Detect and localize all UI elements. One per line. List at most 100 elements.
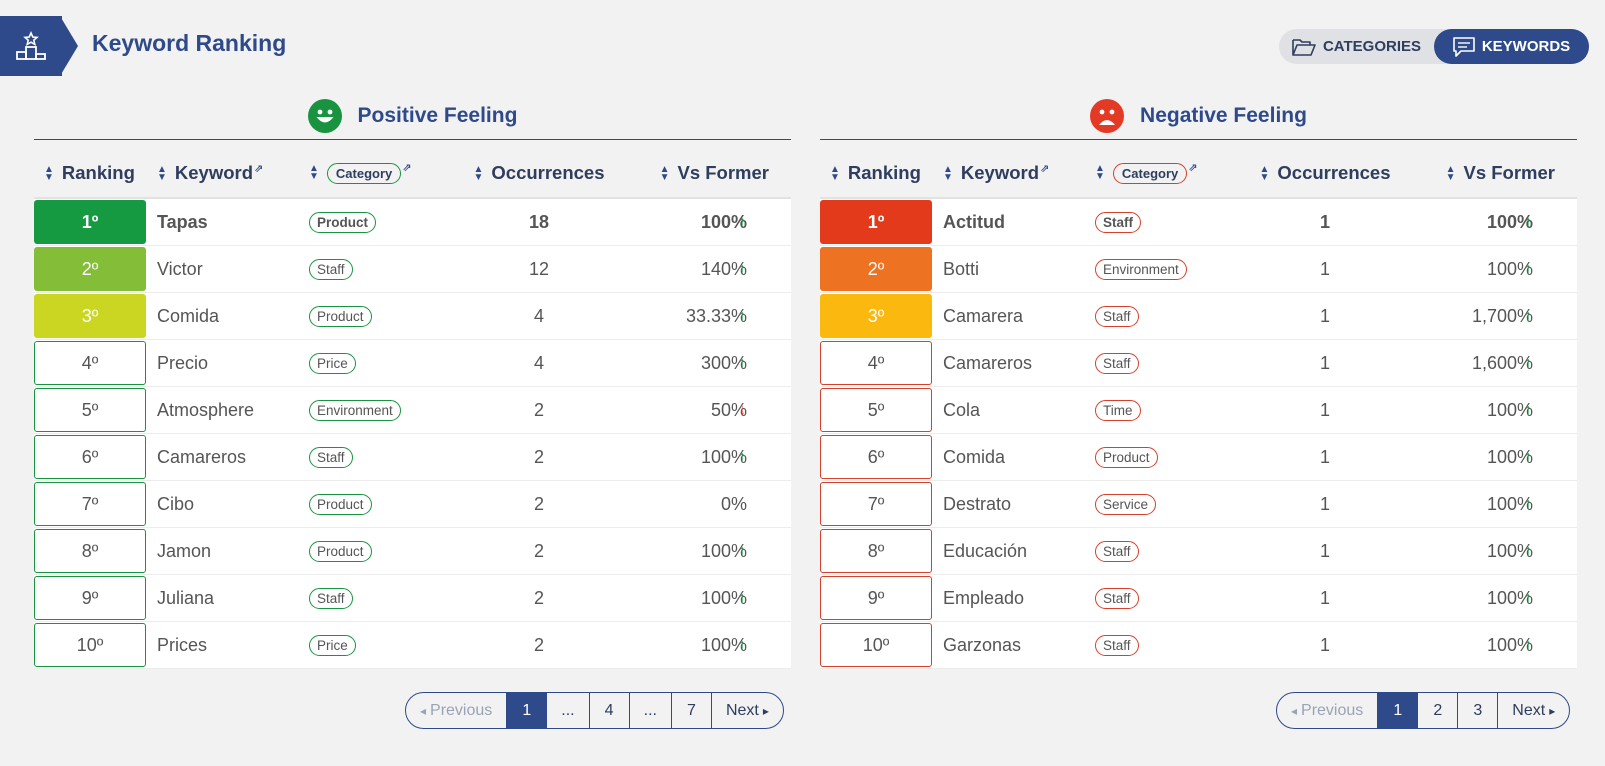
sort-icon[interactable]: ▲ ▼ [44, 163, 54, 183]
keyword-cell[interactable]: Camareros [157, 446, 247, 467]
category-pill[interactable]: Product [309, 494, 372, 515]
keyword-cell[interactable]: Camarera [943, 305, 1024, 326]
category-pill[interactable]: Environment [309, 400, 401, 421]
external-link-icon[interactable]: ⇗ [1188, 162, 1198, 175]
next-page-button[interactable]: Next ▸ [1497, 693, 1569, 728]
keyword-cell[interactable]: Destrato [943, 493, 1012, 514]
table-row[interactable]: 6º Camareros Staff 2 100% ↑ [34, 433, 791, 481]
page-number-button[interactable]: 1 [1377, 693, 1418, 728]
keyword-cell[interactable]: Empleado [943, 587, 1025, 608]
page-number-button[interactable]: 2 [1417, 693, 1457, 728]
sort-icon[interactable]: ▲ ▼ [473, 163, 484, 183]
sort-icon[interactable]: ▲ ▼ [157, 163, 167, 183]
page-number-button[interactable]: ... [546, 693, 588, 728]
table-row[interactable]: 3º Comida Product 4 33.33% ↑ [34, 292, 791, 340]
category-column-header[interactable]: ▲ ▼ Category ⇗ [309, 148, 459, 199]
keyword-column-header[interactable]: ▲ ▼ Keyword⇗ [146, 148, 309, 199]
keywords-toggle-button[interactable]: KEYWORDS [1434, 29, 1589, 64]
external-link-icon[interactable]: ⇗ [1040, 162, 1050, 175]
category-pill[interactable]: Staff [1095, 541, 1139, 562]
keyword-cell[interactable]: Comida [157, 305, 220, 326]
category-pill[interactable]: Staff [309, 447, 353, 468]
keyword-cell[interactable]: Victor [157, 258, 203, 279]
table-row[interactable]: 3º Camarera Staff 1 1,700% ↑ [820, 292, 1577, 340]
category-pill[interactable]: Product [1095, 447, 1158, 468]
category-pill[interactable]: Product [309, 306, 372, 327]
keyword-cell[interactable]: Tapas [157, 211, 208, 232]
keyword-cell[interactable]: Juliana [157, 587, 215, 608]
category-pill[interactable]: Staff [1095, 212, 1141, 233]
category-pill[interactable]: Staff [1095, 588, 1139, 609]
category-pill[interactable]: Staff [309, 259, 353, 280]
keyword-cell[interactable]: Jamon [157, 540, 212, 561]
table-row[interactable]: 2º Botti Environment 1 100% ↑ [820, 245, 1577, 293]
page-number-button[interactable]: ... [628, 693, 671, 728]
table-row[interactable]: 10º Garzonas Staff 1 100% ↑ [820, 621, 1577, 669]
keyword-cell[interactable]: Cola [943, 399, 981, 420]
table-row[interactable]: 9º Empleado Staff 1 100% ↑ [820, 574, 1577, 622]
table-row[interactable]: 5º Atmosphere Environment 2 50% ↓ [34, 386, 791, 434]
category-pill[interactable]: Product [309, 212, 377, 233]
category-pill[interactable]: Environment [1095, 259, 1187, 280]
category-pill[interactable]: Price [309, 635, 356, 656]
sort-icon[interactable]: ▲ ▼ [943, 163, 953, 183]
occurrences-column-header[interactable]: ▲ ▼ Occurrences [1245, 148, 1405, 199]
page-number-button[interactable]: 1 [506, 693, 547, 728]
keyword-cell[interactable]: Atmosphere [157, 399, 255, 420]
category-pill[interactable]: Staff [309, 588, 353, 609]
table-row[interactable]: 8º Educación Staff 1 100% ↑ [820, 527, 1577, 575]
keyword-cell[interactable]: Cibo [157, 493, 195, 514]
keyword-cell[interactable]: Prices [157, 634, 208, 655]
keyword-cell[interactable]: Comida [943, 446, 1006, 467]
previous-page-button[interactable]: ◂ Previous [420, 701, 493, 719]
category-pill[interactable]: Time [1095, 400, 1141, 421]
category-pill[interactable]: Staff [1095, 353, 1139, 374]
sort-icon[interactable]: ▲ ▼ [830, 163, 840, 183]
sort-icon[interactable]: ▲ ▼ [1095, 163, 1105, 183]
table-row[interactable]: 1º Actitud Staff 1 100% ↑ [820, 198, 1577, 246]
table-row[interactable]: 5º Cola Time 1 100% ↑ [820, 386, 1577, 434]
keyword-cell[interactable]: Botti [943, 258, 980, 279]
ranking-column-header[interactable]: ▲ ▼ Ranking [820, 148, 932, 199]
category-pill[interactable]: Service [1095, 494, 1157, 515]
occurrences-column-header[interactable]: ▲ ▼ Occurrences [459, 148, 619, 199]
category-pill[interactable]: Staff [1095, 635, 1139, 656]
next-page-button[interactable]: Next ▸ [710, 693, 783, 728]
vs-former-column-header[interactable]: ▲ ▼ Vs Former [1405, 148, 1577, 199]
page-number-button[interactable]: 3 [1457, 693, 1497, 728]
category-pill[interactable]: Price [309, 353, 356, 374]
table-row[interactable]: 4º Precio Price 4 300% ↑ [34, 339, 791, 387]
table-row[interactable]: 8º Jamon Product 2 100% ↑ [34, 527, 791, 575]
ranking-column-header[interactable]: ▲ ▼ Ranking [34, 148, 146, 199]
sort-icon[interactable]: ▲ ▼ [309, 163, 319, 183]
vs-former-value: 300% [700, 352, 747, 373]
category-pill[interactable]: Product [309, 541, 372, 562]
external-link-icon[interactable]: ⇗ [402, 162, 412, 175]
keyword-cell[interactable]: Educación [943, 540, 1028, 561]
previous-page-button[interactable]: ◂ Previous [1291, 701, 1364, 719]
keyword-cell[interactable]: Camareros [943, 352, 1033, 373]
category-column-header[interactable]: ▲ ▼ Category ⇗ [1095, 148, 1245, 199]
table-row[interactable]: 7º Destrato Service 1 100% ↑ [820, 480, 1577, 528]
table-row[interactable]: 2º Victor Staff 12 140% ↑ [34, 245, 791, 293]
table-row[interactable]: 10º Prices Price 2 100% ↑ [34, 621, 791, 669]
table-row[interactable]: 1º Tapas Product 18 100% ↑ [34, 198, 791, 246]
sort-icon[interactable]: ▲ ▼ [1259, 163, 1270, 183]
external-link-icon[interactable]: ⇗ [254, 162, 264, 175]
page-number-button[interactable]: 7 [670, 693, 711, 728]
table-row[interactable]: 6º Comida Product 1 100% ↑ [820, 433, 1577, 481]
vs-former-value: 0% [720, 493, 747, 514]
page-number-button[interactable]: 4 [588, 693, 629, 728]
sort-icon[interactable]: ▲ ▼ [659, 163, 670, 183]
table-row[interactable]: 7º Cibo Product 2 0% [34, 480, 791, 528]
category-pill[interactable]: Staff [1095, 306, 1139, 327]
keyword-cell[interactable]: Precio [157, 352, 209, 373]
table-row[interactable]: 4º Camareros Staff 1 1,600% ↑ [820, 339, 1577, 387]
sort-icon[interactable]: ▲ ▼ [1445, 163, 1456, 183]
keyword-cell[interactable]: Actitud [943, 211, 1005, 232]
vs-former-column-header[interactable]: ▲ ▼ Vs Former [619, 148, 791, 199]
table-row[interactable]: 9º Juliana Staff 2 100% ↑ [34, 574, 791, 622]
categories-toggle-button[interactable]: CATEGORIES [1279, 29, 1434, 64]
keyword-cell[interactable]: Garzonas [943, 634, 1022, 655]
keyword-column-header[interactable]: ▲ ▼ Keyword⇗ [932, 148, 1095, 199]
